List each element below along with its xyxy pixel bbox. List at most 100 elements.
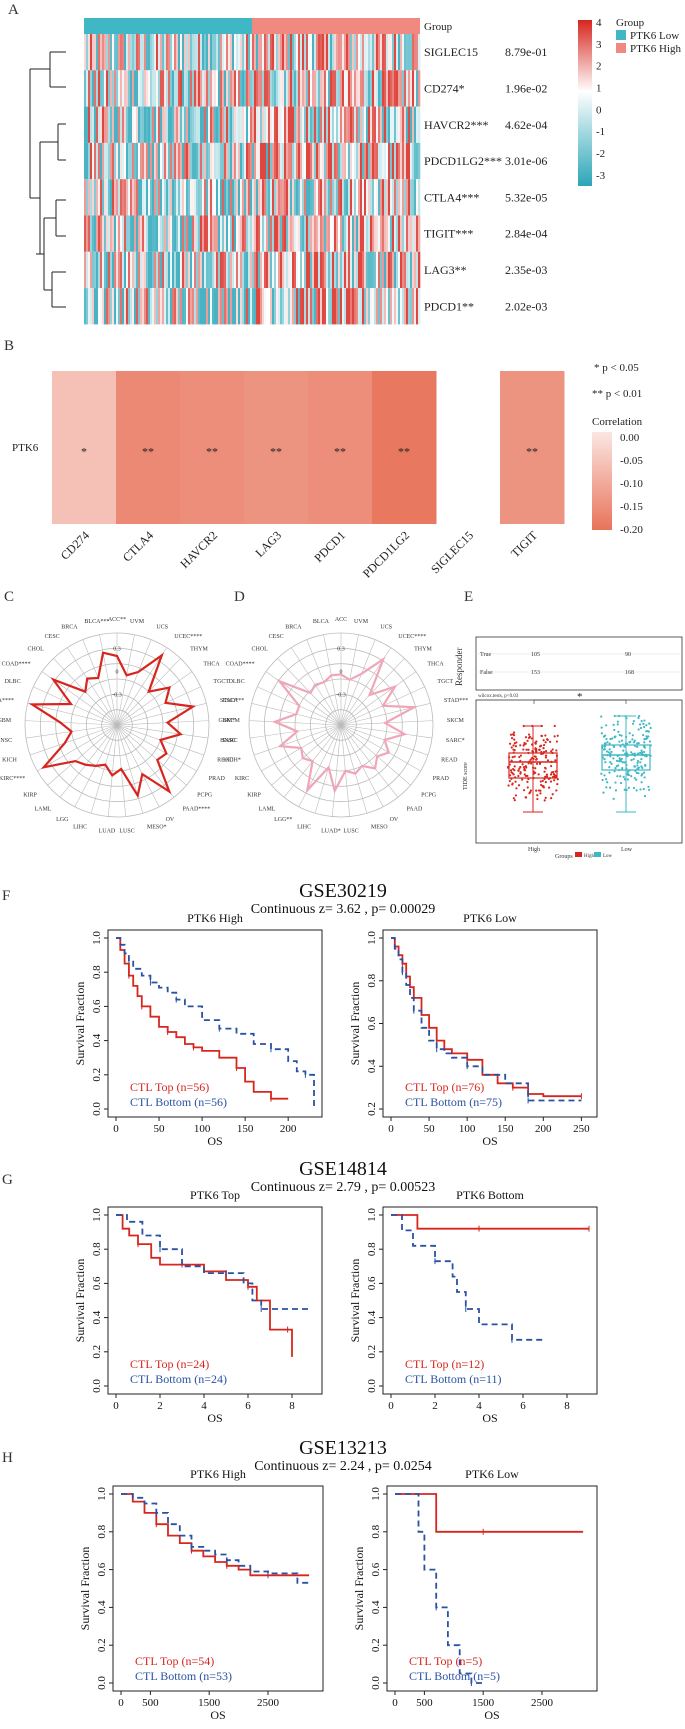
heatmap-cell [302, 179, 305, 216]
heatmap-cell [348, 251, 351, 289]
heatmap-cell [122, 106, 125, 143]
heatmap-cell [254, 288, 257, 325]
heatmap-cell [198, 70, 201, 107]
heatmap-cell [280, 106, 283, 143]
responder-label: Responder [454, 648, 464, 687]
tide-point [512, 734, 516, 737]
heatmap-cell [326, 179, 329, 216]
heatmap-cell [116, 142, 119, 180]
radar-label: LIHC [73, 825, 87, 831]
heatmap-cell [170, 70, 173, 107]
tide-point [639, 726, 643, 730]
tide-point [612, 723, 615, 726]
tide-point [545, 773, 549, 776]
heatmap-cell [100, 142, 103, 180]
tide-point [509, 733, 513, 736]
heatmap-cell [284, 179, 287, 216]
expression-heatmap [84, 34, 421, 325]
radar-label: THYM [414, 646, 432, 652]
heatmap-cell [376, 215, 379, 252]
tide-point [537, 773, 540, 776]
heatmap-cell [212, 179, 215, 216]
heatmap-cell [150, 179, 153, 216]
tide-point [517, 784, 521, 787]
heatmap-cell [410, 251, 413, 289]
heatmap-cell [374, 179, 377, 216]
tide-point [620, 739, 624, 742]
heatmap-cell [110, 106, 113, 143]
heatmap-cell [236, 179, 239, 216]
heatmap-cell [320, 215, 323, 252]
heatmap-cell [334, 34, 337, 71]
heatmap-cell [314, 215, 317, 252]
heatmap-cell [404, 106, 407, 143]
heatmap-cell [192, 288, 195, 325]
x-axis-label: OS [482, 1411, 497, 1425]
heatmap-cell [174, 34, 177, 71]
heatmap-cell [206, 142, 209, 180]
heatmap-cell [214, 288, 217, 325]
heatmap-cell [388, 288, 391, 325]
heatmap-cell [328, 215, 331, 252]
heatmap-cell [116, 70, 119, 107]
group-bar-high [252, 18, 420, 34]
tide-point [517, 769, 520, 772]
tide-point [645, 724, 648, 727]
legend-label-low: PTK6 Low [630, 30, 679, 42]
heatmap-cell [264, 34, 267, 71]
heatmap-cell [296, 70, 299, 107]
radar-label: COAD**** [226, 662, 255, 668]
y-axis-label: Survival Fraction [352, 1547, 366, 1631]
heatmap-cell [312, 70, 315, 107]
heatmap-cell [308, 179, 311, 216]
heatmap-cell [322, 70, 325, 107]
radar-spoke [116, 724, 187, 786]
heatmap-cell [392, 179, 395, 216]
heatmap-cell [156, 106, 159, 143]
heatmap-cell [368, 34, 371, 71]
heatmap-cell [118, 106, 121, 143]
heatmap-cell [318, 179, 321, 216]
heatmap-cell [340, 215, 343, 252]
heatmap-cell [172, 179, 175, 216]
heatmap-cell [320, 106, 323, 143]
heatmap-cell [356, 179, 359, 216]
heatmap-cell [170, 251, 173, 289]
tide-point [649, 726, 652, 730]
heatmap-cell [196, 106, 199, 143]
heatmap-cell [180, 70, 183, 107]
heatmap-cell [340, 34, 343, 71]
heatmap-cell [312, 288, 315, 325]
heatmap-cell [208, 288, 211, 325]
tide-point [626, 770, 629, 773]
heatmap-cell [352, 251, 355, 289]
tide-point [515, 787, 518, 790]
heatmap-cell [332, 142, 335, 180]
heatmap-cell [248, 142, 251, 180]
heatmap-cell [256, 142, 259, 180]
row-p-value: 2.84e-04 [505, 227, 547, 241]
radar-label: PRAD [433, 776, 450, 782]
panel-label-g: G [2, 1172, 13, 1188]
heatmap-cell [228, 179, 231, 216]
heatmap-cell [124, 215, 127, 252]
heatmap-cell [392, 70, 395, 107]
heatmap-cell [198, 251, 201, 289]
heatmap-cell [260, 34, 263, 71]
heatmap-cell [88, 288, 91, 325]
radar-label: CESC [269, 634, 284, 640]
y-tick-label: 0.4 [366, 1310, 378, 1324]
heatmap-cell [258, 215, 261, 252]
heatmap-cell [386, 142, 389, 180]
heatmap-cell [216, 106, 219, 143]
heatmap-cell [174, 106, 177, 143]
heatmap-cell [324, 106, 327, 143]
heatmap-cell [316, 288, 319, 325]
heatmap-cell [188, 70, 191, 107]
heatmap-cell [148, 288, 151, 325]
heatmap-cell [306, 70, 309, 107]
heatmap-cell [110, 251, 113, 289]
